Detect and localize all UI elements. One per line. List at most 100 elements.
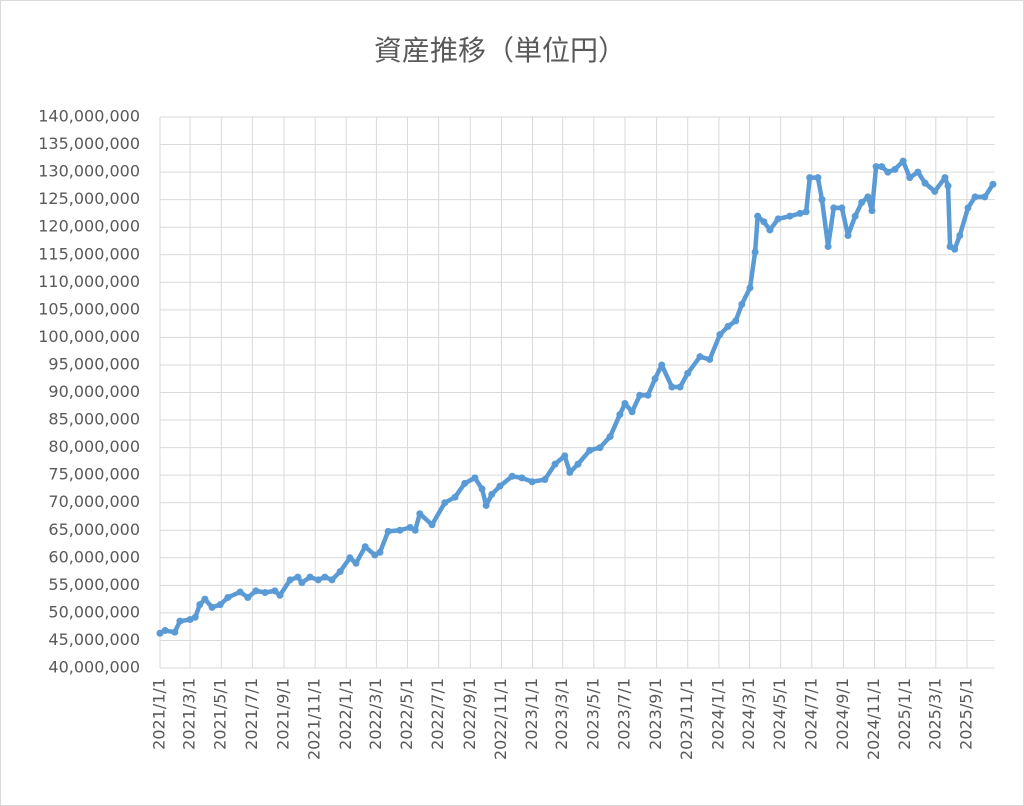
data-point	[496, 482, 504, 490]
data-point	[161, 627, 169, 635]
y-tick-label: 140,000,000	[38, 107, 140, 126]
y-tick-label: 65,000,000	[48, 520, 140, 539]
data-point	[216, 601, 224, 609]
data-point	[321, 573, 329, 581]
data-point	[878, 163, 886, 171]
data-point	[361, 543, 369, 551]
data-point	[628, 408, 636, 416]
data-point	[989, 180, 997, 188]
data-point	[252, 587, 260, 595]
data-point	[606, 433, 614, 441]
data-point	[774, 215, 782, 223]
data-point	[696, 353, 704, 361]
data-point	[201, 595, 209, 603]
data-point	[668, 383, 676, 391]
y-tick-label: 135,000,000	[38, 134, 140, 153]
data-point	[891, 165, 899, 173]
data-point	[586, 446, 594, 454]
data-point	[868, 207, 876, 215]
x-tick-label: 2021/1/1	[150, 678, 169, 750]
x-tick-label: 2021/5/1	[211, 678, 230, 750]
data-point	[724, 322, 732, 330]
y-tick-label: 95,000,000	[48, 354, 140, 373]
y-tick-label: 85,000,000	[48, 410, 140, 429]
data-point	[844, 231, 852, 239]
data-point	[760, 218, 768, 226]
data-point	[676, 383, 684, 391]
data-point	[956, 231, 964, 239]
x-tick-label: 2024/1/1	[708, 678, 727, 750]
data-point	[858, 198, 866, 206]
data-point	[208, 603, 216, 611]
data-point	[872, 163, 880, 171]
data-point	[921, 179, 929, 187]
y-tick-label: 115,000,000	[38, 244, 140, 263]
data-point	[786, 212, 794, 220]
y-tick-label: 125,000,000	[38, 189, 140, 208]
data-point	[806, 174, 814, 182]
data-point	[884, 168, 892, 176]
data-point	[644, 391, 652, 399]
data-point	[746, 284, 754, 292]
data-point	[371, 551, 379, 559]
x-tick-label: 2022/9/1	[460, 678, 479, 750]
y-tick-label: 50,000,000	[48, 602, 140, 621]
data-point	[838, 204, 846, 212]
x-tick-label: 2024/7/1	[801, 678, 820, 750]
data-point	[224, 593, 232, 601]
data-point	[941, 174, 949, 182]
data-point	[271, 587, 279, 595]
data-point	[751, 248, 759, 256]
data-point	[864, 193, 872, 201]
y-tick-label: 55,000,000	[48, 575, 140, 594]
data-point	[738, 300, 746, 308]
data-point	[818, 196, 826, 204]
data-point	[651, 375, 659, 383]
data-point	[802, 208, 810, 216]
data-point	[766, 226, 774, 234]
data-point	[488, 490, 496, 498]
y-tick-label: 80,000,000	[48, 437, 140, 456]
data-point	[298, 579, 306, 587]
data-point	[294, 573, 302, 581]
x-tick-label: 2023/3/1	[552, 678, 571, 750]
data-point	[621, 400, 629, 408]
y-tick-label: 60,000,000	[48, 547, 140, 566]
data-point	[286, 576, 294, 584]
y-tick-label: 130,000,000	[38, 162, 140, 181]
y-tick-label: 110,000,000	[38, 272, 140, 291]
x-tick-label: 2025/5/1	[956, 678, 975, 750]
data-point	[428, 521, 436, 529]
data-point	[276, 591, 284, 599]
data-point	[636, 391, 644, 399]
x-tick-label: 2023/5/1	[583, 678, 602, 750]
x-tick-label: 2023/9/1	[646, 678, 665, 750]
data-point	[906, 174, 914, 182]
data-point	[566, 468, 574, 476]
data-point	[944, 182, 952, 190]
data-point	[384, 527, 392, 535]
data-point	[551, 460, 559, 468]
x-tick-label: 2023/11/1	[677, 678, 696, 760]
data-point	[396, 526, 404, 534]
y-tick-label: 40,000,000	[48, 658, 140, 677]
data-point	[684, 369, 692, 377]
y-tick-label: 90,000,000	[48, 382, 140, 401]
data-point	[416, 510, 424, 518]
data-point	[914, 168, 922, 176]
y-tick-label: 45,000,000	[48, 630, 140, 649]
data-point	[478, 485, 486, 493]
data-point	[574, 460, 582, 468]
x-tick-label: 2025/3/1	[925, 678, 944, 750]
x-tick-label: 2023/7/1	[614, 678, 633, 750]
y-tick-label: 75,000,000	[48, 465, 140, 484]
data-point	[236, 588, 244, 596]
data-point	[244, 593, 252, 601]
data-point	[899, 157, 907, 165]
data-point	[541, 476, 549, 484]
data-point	[981, 193, 989, 201]
data-point	[411, 526, 419, 534]
